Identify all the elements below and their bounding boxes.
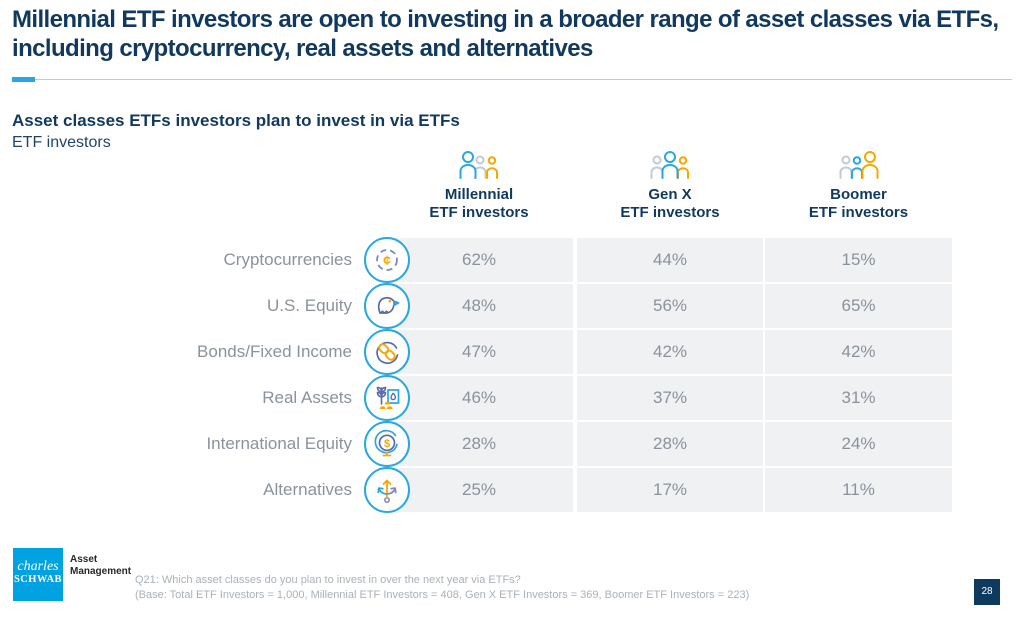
value-cell-genx: 42%	[577, 330, 763, 374]
table-title: Asset classes ETFs investors plan to inv…	[12, 111, 460, 130]
millennial-people-group-icon	[459, 151, 498, 179]
logo-charles-text: charles	[17, 559, 59, 574]
value-cell-genx: 28%	[577, 422, 763, 466]
value-cell-genx: 37%	[577, 376, 763, 420]
column-label-line2: ETF investors	[620, 204, 720, 221]
international-equity-globe-icon: $	[364, 421, 410, 467]
column-label-line2: ETF investors	[429, 204, 529, 221]
value-cell-boomer: 15%	[765, 238, 952, 282]
charles-schwab-logo: charles SCHWAB	[13, 548, 63, 601]
column-label: Boomer ETF investors	[765, 186, 952, 222]
row-label: Real Assets	[262, 388, 352, 407]
value-cell-boomer: 24%	[765, 422, 952, 466]
column-label: Gen X ETF investors	[577, 186, 763, 222]
brand-line2: Management	[70, 566, 132, 577]
table-base-label: ETF investors	[12, 134, 111, 151]
source-footnote: Q21: Which asset classes do you plan to …	[135, 573, 749, 603]
page-number-badge: 28	[974, 579, 1000, 605]
column-header-millennial: Millennial ETF investors	[385, 148, 573, 222]
cryptocurrencies-cent-icon: ¢	[364, 237, 410, 283]
value-cell-genx: 44%	[577, 238, 763, 282]
slide-title: Millennial ETF investors are open to inv…	[12, 6, 999, 62]
value-cell-genx: 17%	[577, 468, 763, 512]
value-cell-millennial: 62%	[385, 238, 573, 282]
table-row: Alternatives 25% 17% 11%	[0, 467, 1024, 513]
bonds-chain-link-icon	[364, 329, 410, 375]
row-label: Bonds/Fixed Income	[197, 342, 352, 361]
table-row: International Equity 28% 28% 24% $	[0, 421, 1024, 467]
column-label-line1: Boomer	[830, 186, 887, 203]
value-cell-millennial: 46%	[385, 376, 573, 420]
column-label-line1: Millennial	[444, 186, 514, 203]
value-cell-genx: 56%	[577, 284, 763, 328]
alternatives-branch-arrows-icon	[364, 467, 410, 513]
value-cell-boomer: 42%	[765, 330, 952, 374]
value-cell-millennial: 47%	[385, 330, 573, 374]
column-label-line1: Gen X	[648, 186, 692, 203]
divider-accent-bar	[12, 77, 35, 82]
row-label: International Equity	[206, 434, 352, 453]
table-row: Bonds/Fixed Income 47% 42% 42%	[0, 329, 1024, 375]
boomer-people-group-icon	[839, 151, 878, 179]
value-cell-millennial: 48%	[385, 284, 573, 328]
title-divider	[12, 77, 1012, 82]
brand-line1: Asset	[70, 554, 98, 565]
genx-people-group-icon	[650, 151, 689, 179]
footnote-base: (Base: Total ETF Investors = 1,000, Mill…	[135, 589, 750, 601]
footnote-question: Q21: Which asset classes do you plan to …	[135, 574, 521, 586]
column-label-line2: ETF investors	[808, 204, 909, 221]
svg-text:$: $	[384, 438, 390, 450]
row-label: Alternatives	[263, 480, 352, 499]
table-row: U.S. Equity 48% 56% 65%	[0, 283, 1024, 329]
asset-management-label: Asset Management	[70, 554, 131, 578]
column-label: Millennial ETF investors	[385, 186, 573, 222]
svg-text:¢: ¢	[383, 252, 391, 268]
column-header-genx: Gen X ETF investors	[577, 148, 763, 222]
value-cell-boomer: 31%	[765, 376, 952, 420]
real-assets-commodities-icon	[364, 375, 410, 421]
us-equity-eagle-icon	[364, 283, 410, 329]
value-cell-boomer: 11%	[765, 468, 952, 512]
table-row: Real Assets 46% 37% 31%	[0, 375, 1024, 421]
table-row: Cryptocurrencies 62% 44% 15% ¢	[0, 237, 1024, 283]
row-label: U.S. Equity	[266, 296, 352, 315]
value-cell-millennial: 28%	[385, 422, 573, 466]
column-header-boomer: Boomer ETF investors	[765, 148, 952, 222]
logo-schwab-text: SCHWAB	[14, 574, 62, 585]
value-cell-boomer: 65%	[765, 284, 952, 328]
value-cell-millennial: 25%	[385, 468, 573, 512]
row-label: Cryptocurrencies	[223, 250, 353, 269]
